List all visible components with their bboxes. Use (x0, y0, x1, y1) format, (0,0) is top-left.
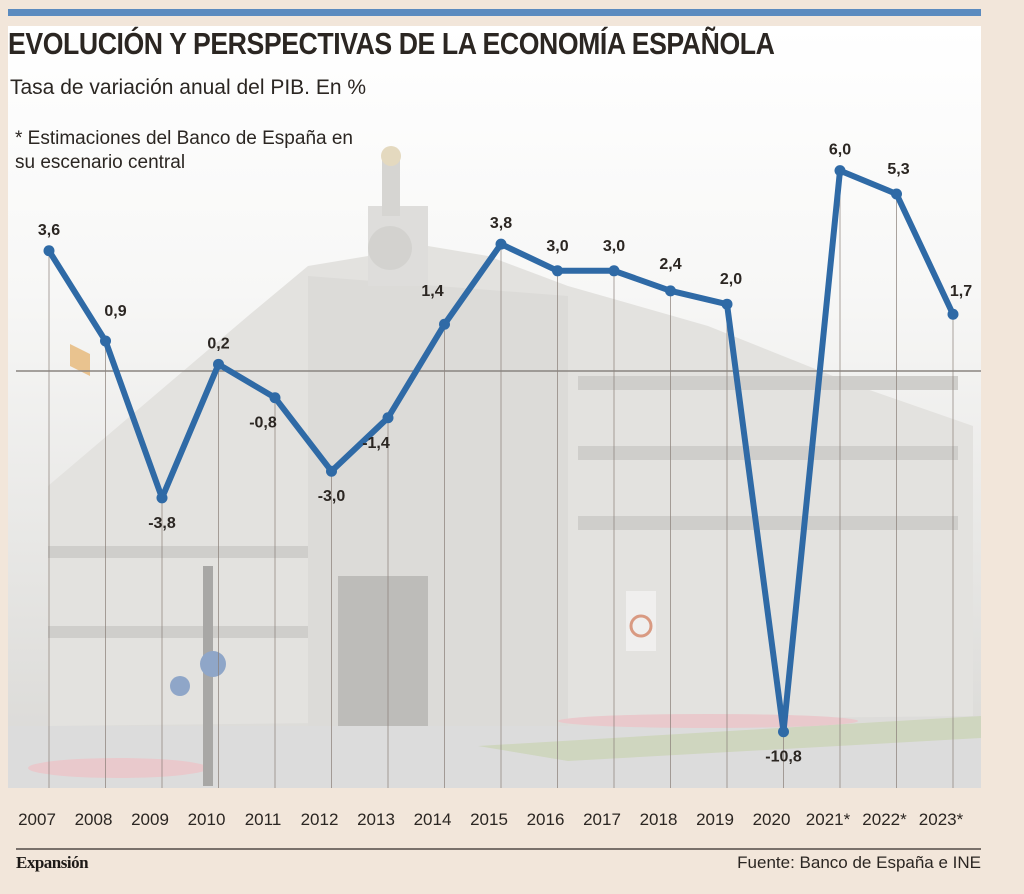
estimates-note: * Estimaciones del Banco de España en su… (15, 128, 353, 173)
x-tick-label-2023: 2023* (919, 810, 964, 829)
data-labels: 3,6 0,9 -3,8 0,2 -0,8 -3,0 -1,4 1,4 3,8 3,0 3,0 2,4… (38, 142, 972, 766)
x-tick-label-2014: 2014 (414, 810, 452, 829)
data-label-2013: -1,4 (362, 435, 390, 452)
data-label-2016: 3,0 (546, 238, 568, 255)
x-tick-label-2022: 2022* (862, 810, 907, 829)
data-point-2016 (552, 265, 563, 277)
data-label-2007: 3,6 (38, 222, 60, 239)
data-point-2008 (100, 335, 111, 347)
data-label-2018: 2,4 (659, 256, 681, 273)
x-tick-label-2012: 2012 (301, 810, 339, 829)
x-tick-label-2016: 2016 (527, 810, 565, 829)
data-label-2011: -0,8 (249, 415, 277, 432)
x-tick-label-2021: 2021* (806, 810, 851, 829)
chart-title: EVOLUCIÓN Y PERSPECTIVAS DE LA ECONOMÍA … (8, 26, 775, 61)
source-note: Fuente: Banco de España e INE (737, 853, 981, 872)
data-point-2013 (382, 412, 394, 424)
data-point-2011 (269, 392, 281, 404)
data-point-2009 (156, 492, 168, 504)
data-label-2021: 6,0 (829, 142, 851, 159)
x-tick-label-2010: 2010 (188, 810, 226, 829)
data-point-2015 (495, 238, 507, 250)
publisher-logo: Expansión (16, 853, 89, 872)
x-tick-label-2011: 2011 (245, 810, 282, 829)
data-label-2014: 1,4 (421, 283, 443, 300)
data-label-2015: 3,8 (490, 215, 512, 232)
x-tick-label-2007: 2007 (18, 810, 56, 829)
data-point-2023 (947, 308, 959, 320)
data-label-2010: 0,2 (207, 335, 229, 352)
data-point-2012 (326, 465, 337, 477)
data-label-2009: -3,8 (148, 515, 176, 532)
x-tick-label-2018: 2018 (640, 810, 678, 829)
data-label-2019: 2,0 (720, 271, 742, 288)
accent-bar (8, 9, 981, 16)
chart-subtitle: Tasa de variación anual del PIB. En % (10, 76, 367, 99)
data-point-2017 (608, 265, 620, 277)
building-background-image (8, 26, 981, 788)
x-tick-label-2013: 2013 (357, 810, 395, 829)
x-tick-label-2009: 2009 (131, 810, 169, 829)
vertical-gridlines (48, 170, 954, 788)
data-label-2023: 1,7 (950, 283, 972, 300)
x-tick-label-2017: 2017 (583, 810, 621, 829)
x-tick-label-2019: 2019 (696, 810, 734, 829)
x-axis-tick-labels: 2007 2008 2009 2010 2011 2012 2013 2014 2015 2016… (18, 810, 964, 829)
data-point-2019 (721, 298, 733, 310)
data-point-2021 (834, 165, 846, 177)
data-point-2020 (778, 726, 789, 738)
data-point-2018 (665, 285, 676, 297)
data-point-2007 (43, 245, 55, 257)
x-tick-label-2008: 2008 (75, 810, 113, 829)
data-point-2014 (439, 318, 450, 330)
data-point-2010 (213, 358, 224, 370)
data-label-2022: 5,3 (887, 161, 909, 178)
data-label-2008: 0,9 (104, 303, 126, 320)
data-label-2012: -3,0 (318, 488, 346, 505)
data-label-2017: 3,0 (603, 238, 625, 255)
data-point-2022 (891, 188, 902, 200)
data-label-2020: -10,8 (765, 749, 802, 766)
data-points (43, 165, 959, 738)
footer-divider (16, 848, 981, 850)
x-tick-label-2015: 2015 (470, 810, 508, 829)
chart-panel (8, 26, 981, 788)
x-tick-label-2020: 2020 (753, 810, 791, 829)
